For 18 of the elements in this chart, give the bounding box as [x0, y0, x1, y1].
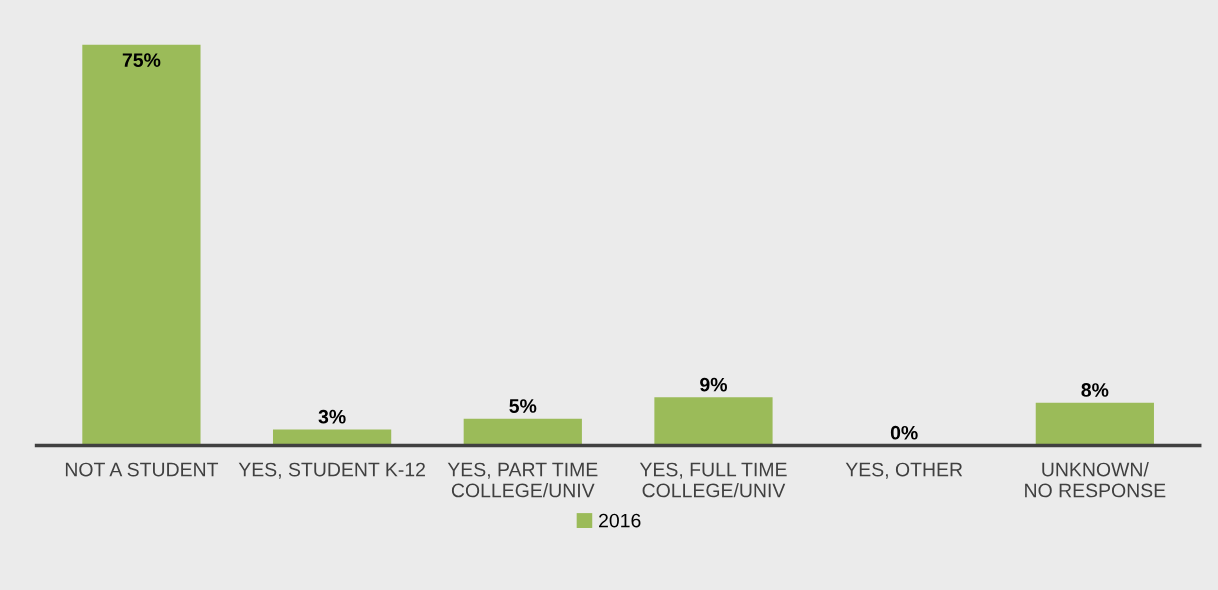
x-tick-label: YES, PART TIME COLLEGE/UNIV	[447, 462, 598, 498]
bar	[1035, 402, 1154, 446]
x-tick-label: YES, FULL TIME COLLEGE/UNIV	[639, 462, 787, 498]
x-tick-label: YES, STUDENT K-12	[238, 462, 425, 479]
data-label: 75%	[122, 53, 161, 67]
data-label: 0%	[890, 425, 918, 440]
bar	[463, 418, 582, 446]
bar	[82, 44, 201, 446]
data-label: 9%	[700, 377, 728, 392]
x-tick-label: YES, OTHER	[845, 462, 963, 479]
bar	[654, 397, 773, 446]
data-label: 8%	[1081, 383, 1109, 397]
data-label: 5%	[509, 399, 537, 413]
bar	[272, 429, 392, 446]
legend-label: 2016	[599, 513, 641, 528]
data-label: 3%	[318, 409, 346, 424]
x-tick-label: NOT A STUDENT	[65, 462, 219, 477]
x-tick-label: UNKNOWN/ NO RESPONSE	[1025, 462, 1166, 498]
